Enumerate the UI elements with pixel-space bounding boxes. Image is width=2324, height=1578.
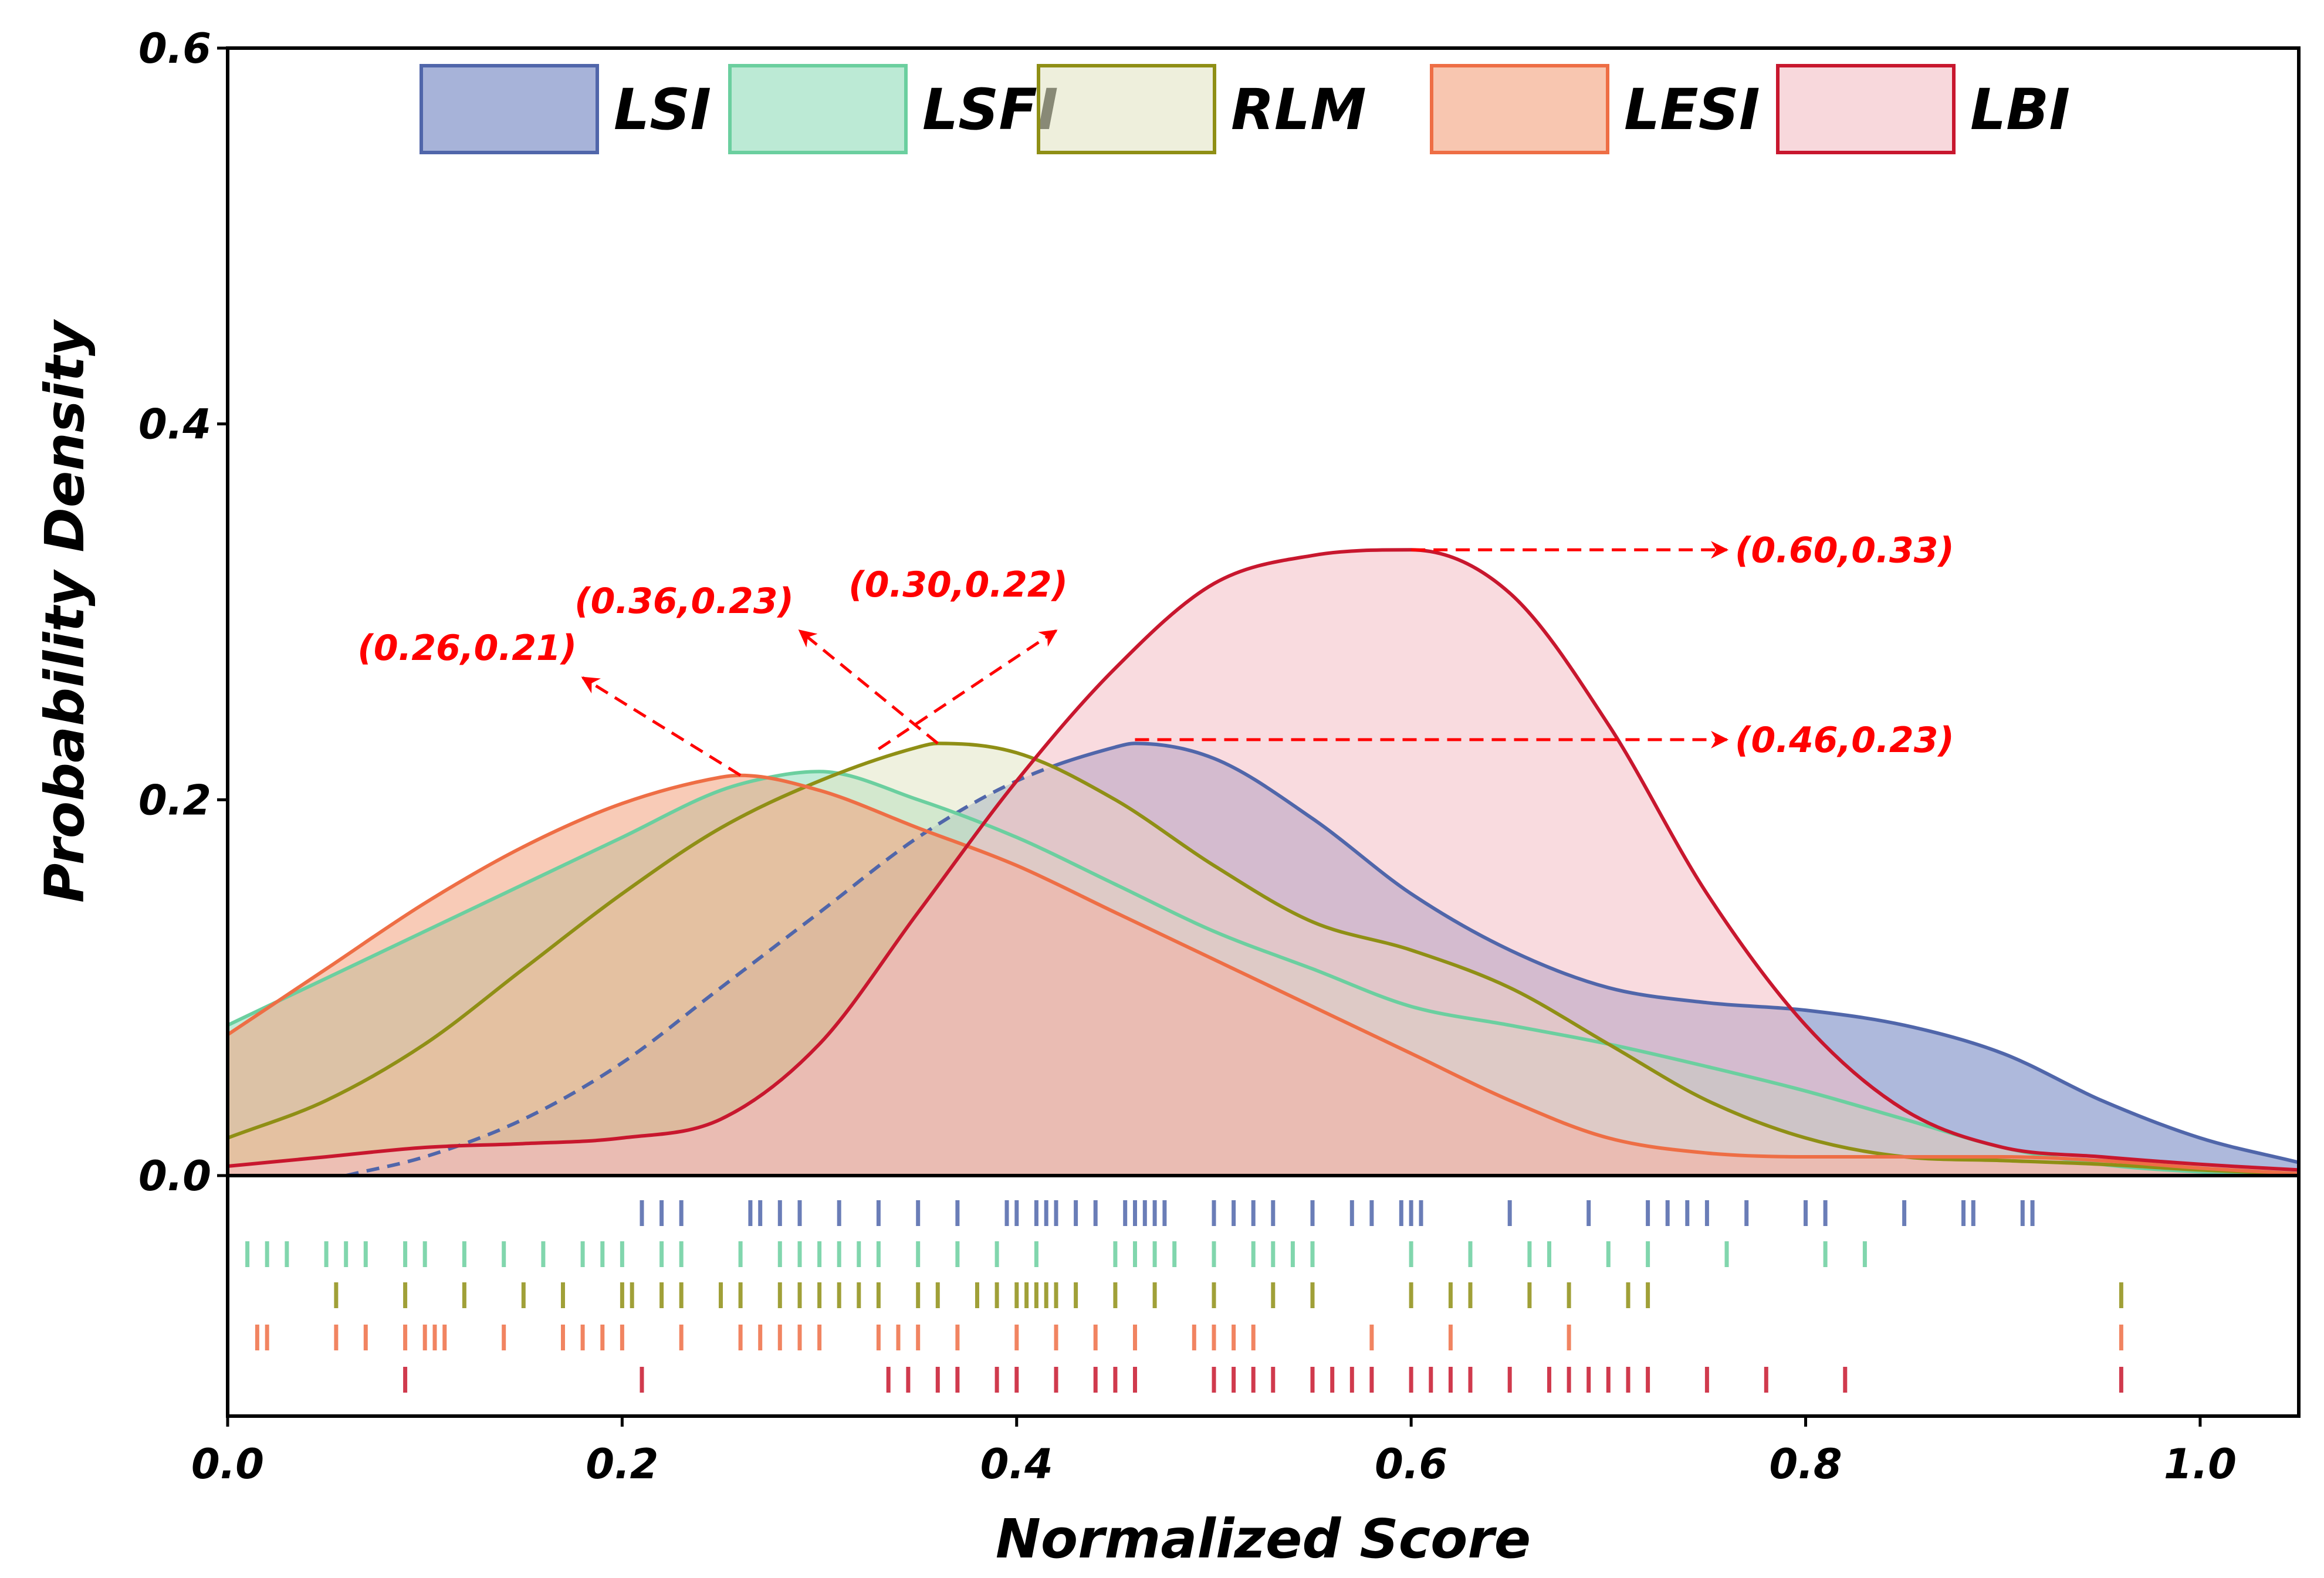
x-tick-label: 1.0 [2164,1440,2237,1488]
rug-layer [245,1200,2123,1393]
y-axis-title: Probability Density [33,319,96,903]
annotation-label: (0.30,0.22) [848,564,1068,605]
x-tick-label: 0.4 [980,1440,1053,1488]
x-tick-label: 0.2 [586,1440,658,1488]
annotation-label: (0.46,0.23) [1735,720,1954,761]
y-tick-label: 0.2 [138,776,211,824]
y-tick-label: 0.6 [138,25,211,73]
x-tick-label: 0.8 [1770,1440,1842,1488]
annotation-arrow [798,629,939,745]
y-tick-label: 0.0 [138,1152,211,1200]
annotation-label: (0.36,0.23) [574,581,794,622]
density-fill-lesi [228,775,2299,1176]
axis-layer: 0.0 0.2 0.4 0.6 0.0 0.2 0.4 0.6 0.8 1.0 Normalized… [33,25,2301,1570]
annotation-label: (0.60,0.33) [1735,530,1954,571]
annotation-arrow [581,676,742,777]
density-line-lesi [228,773,2299,1176]
legend-label-lsi: LSI [614,77,711,143]
legend-label-lbi: LBI [1970,77,2070,143]
legend: LSI LSFI RLM LESI LBI [420,64,2070,154]
x-axis-title: Normalized Score [996,1508,1531,1570]
density-line-lbi [228,548,2299,1172]
density-line-lsfi [228,770,2299,1176]
density-line-lsi [1056,741,2299,1164]
legend-swatch-rlm [1037,64,1216,154]
legend-swatch-lbi [1776,64,1956,154]
x-tick-label: 0.0 [191,1440,264,1488]
annotation-layer: (0.26,0.21) (0.36,0.23) (0.30,0.22) (0.60,0… [357,530,1954,777]
x-tick-label: 0.6 [1375,1440,1447,1488]
density-layer [228,548,2299,1176]
legend-label-rlm: RLM [1231,77,1366,143]
plot-frame [226,46,2301,1418]
legend-label-lesi: LESI [1624,77,1760,143]
annotation-label: (0.26,0.21) [357,628,577,669]
legend-swatch-lesi [1430,64,1609,154]
y-tick-label: 0.4 [138,401,211,449]
annotation-arrow [878,629,1058,750]
legend-swatch-lsfi [728,64,908,154]
legend-swatch-lsi [420,64,599,154]
legend-label-lsfi: LSFI [922,77,1058,143]
density-line-dashed-lsi [346,763,1056,1176]
density-fill-lbi [228,550,2299,1176]
